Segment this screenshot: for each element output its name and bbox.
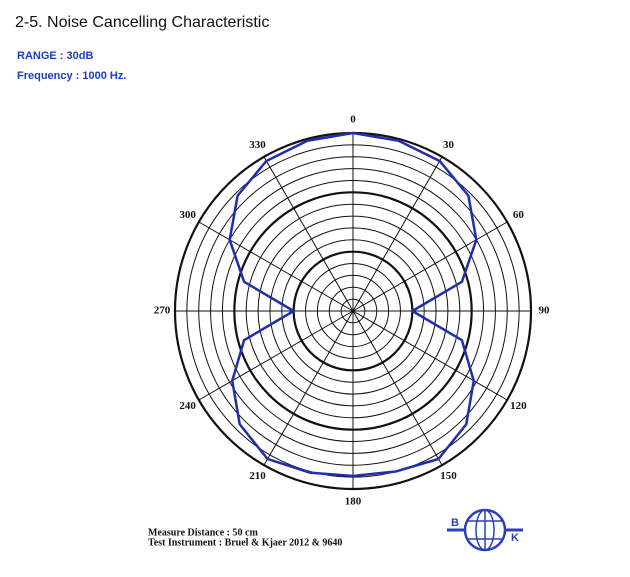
angle-tick-label: 30 <box>443 139 455 151</box>
angle-tick-label: 120 <box>510 400 527 412</box>
angle-tick-label: 0 <box>350 114 356 126</box>
grid-spoke <box>352 156 443 312</box>
angle-tick-label: 300 <box>179 209 196 221</box>
logo-letter: B <box>451 517 459 529</box>
angle-tick-label: 90 <box>539 305 551 317</box>
angle-tick-label: 150 <box>440 470 457 482</box>
grid-spoke <box>352 310 443 466</box>
range-label: RANGE : 30dB <box>17 50 94 62</box>
angle-tick-label: 240 <box>179 400 196 412</box>
polar-curve <box>228 131 478 478</box>
angle-tick-label: 330 <box>249 139 266 151</box>
logo: B K <box>447 508 523 552</box>
page-title: 2-5. Noise Cancelling Characteristic <box>15 14 270 31</box>
angle-tick-label: 270 <box>154 305 171 317</box>
grid-spoke <box>352 310 508 401</box>
grid-spoke <box>198 310 354 401</box>
footer-note: Measure Distance : 50 cm <box>148 527 258 538</box>
grid-spoke <box>263 310 354 466</box>
angle-tick-label: 210 <box>249 470 266 482</box>
angle-tick-label: 60 <box>513 209 525 221</box>
angle-tick-label: 180 <box>345 496 362 508</box>
grid-spoke <box>352 221 508 312</box>
grid-spoke <box>263 156 354 312</box>
footer-note: Test Instrument : Bruel & Kjaer 2012 & 9… <box>148 537 342 548</box>
frequency-label: Frequency : 1000 Hz. <box>17 70 127 82</box>
logo-letter: K <box>511 532 519 544</box>
grid-spoke <box>198 221 354 312</box>
